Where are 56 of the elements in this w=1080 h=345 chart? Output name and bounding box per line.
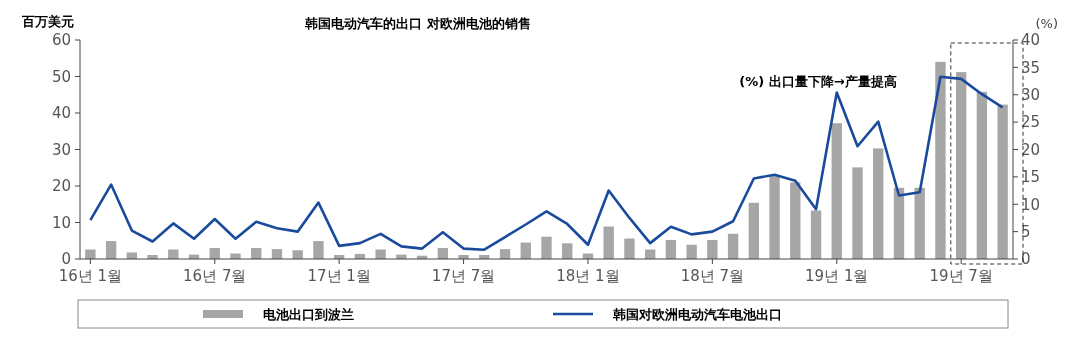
bar — [852, 167, 863, 259]
bar — [665, 240, 677, 259]
bar — [707, 240, 718, 259]
y-tick-label: 50 — [51, 67, 71, 86]
y-tick-label: 0 — [61, 250, 71, 269]
bar — [914, 187, 925, 259]
bar — [748, 202, 760, 259]
y2-tick-label: 40 — [1021, 31, 1041, 50]
bar — [769, 176, 780, 259]
y-tick-label: 10 — [51, 213, 71, 232]
bar — [810, 210, 822, 259]
y2-tick-label: 10 — [1021, 195, 1041, 214]
y-tick-label: 30 — [51, 140, 71, 159]
bar — [727, 233, 739, 259]
y2-tick-label: 5 — [1021, 222, 1031, 241]
bar — [686, 244, 697, 259]
x-tick-label: 17년 1월 — [307, 267, 371, 285]
chart-title: 韩国电动汽车的出口 对欧洲电池的销售 — [304, 16, 531, 31]
bar — [85, 249, 96, 259]
bar — [955, 72, 967, 259]
y2-tick-label: 0 — [1021, 250, 1031, 269]
x-tick-label: 19년 1월 — [805, 267, 869, 285]
y-axis-title: 百万美元 — [21, 14, 74, 29]
y-tick-label: 60 — [51, 31, 71, 50]
y2-tick-label: 35 — [1021, 58, 1041, 77]
x-tick-label: 16년 7월 — [183, 267, 247, 285]
y2-tick-label: 20 — [1021, 140, 1041, 159]
legend-label: 韩国对欧洲电动汽车电池出口 — [612, 306, 782, 322]
x-tick-label: 18년 7월 — [680, 267, 745, 285]
x-tick-label: 19년 7월 — [929, 267, 993, 285]
bar — [893, 187, 905, 259]
bar — [976, 91, 988, 259]
bar — [831, 123, 842, 259]
y2-tick-label: 15 — [1021, 168, 1041, 187]
legend-label: 电池出口到波兰 — [263, 306, 354, 322]
bar — [873, 148, 884, 259]
bar — [375, 249, 386, 259]
x-tick-label: 18년 1월 — [556, 267, 620, 285]
x-tick-label: 16년 1월 — [58, 267, 123, 285]
bar — [935, 61, 946, 259]
bar — [997, 104, 1008, 259]
line-series — [89, 75, 1004, 251]
bar — [790, 182, 801, 259]
bar — [603, 226, 614, 259]
y-tick-label: 40 — [51, 104, 71, 123]
y2-axis-title: (%) — [1035, 16, 1058, 31]
y-tick-label: 20 — [51, 177, 71, 196]
bar — [541, 236, 552, 259]
bar — [313, 241, 324, 259]
bar — [105, 241, 117, 259]
bar — [624, 238, 635, 259]
bar — [562, 243, 573, 259]
annotation: (%) 出口量下降→产量提高 — [739, 74, 897, 89]
y2-tick-label: 30 — [1021, 86, 1041, 104]
x-tick-label: 17년 7월 — [431, 267, 496, 285]
y2-tick-label: 25 — [1021, 113, 1041, 132]
